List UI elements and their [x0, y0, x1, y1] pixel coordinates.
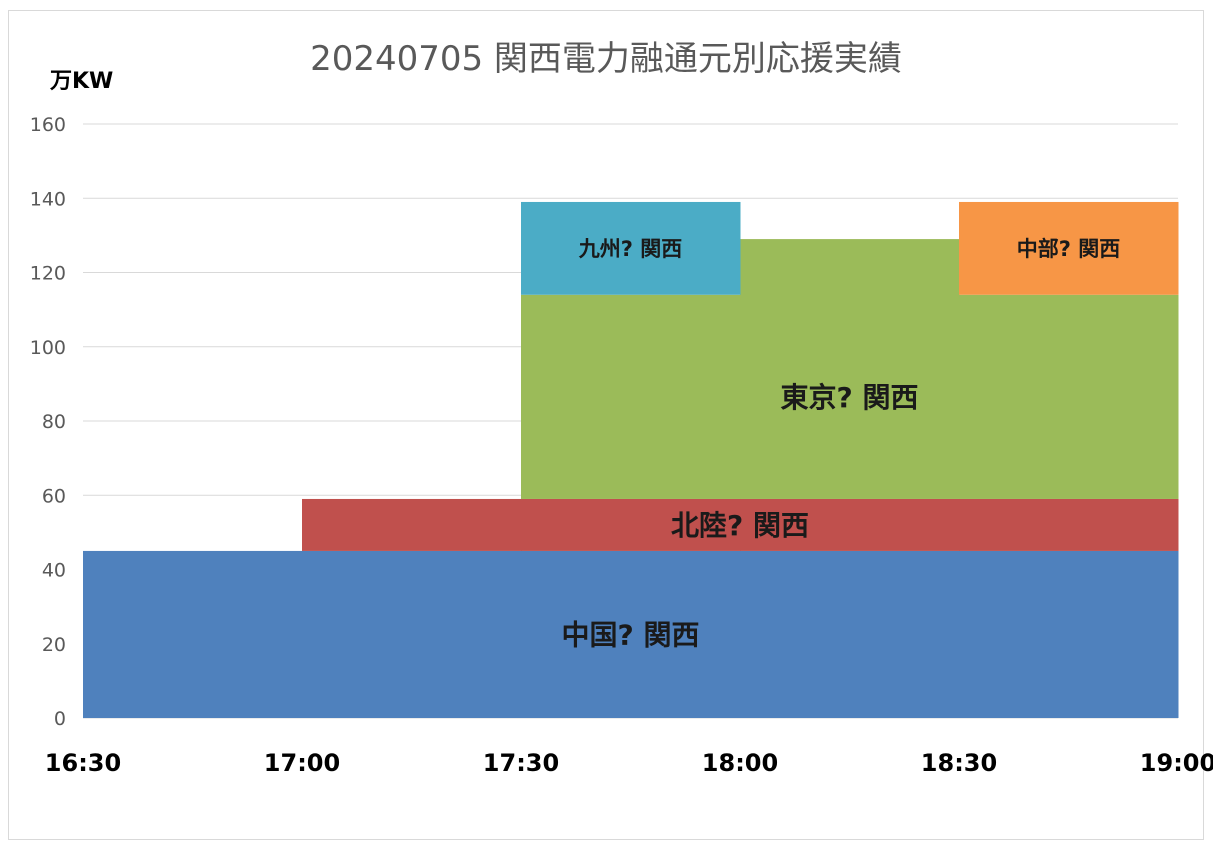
bar-segment	[83, 550, 303, 718]
axis-layer: 0 20 40 60 80 100 120 140 160 16:30 17:00 17:30 18:0…	[30, 114, 1213, 777]
bar-segment	[521, 201, 741, 295]
bar-segment	[521, 550, 741, 718]
y-tick-label: 140	[30, 188, 66, 210]
y-tick-label: 20	[42, 634, 66, 656]
bar-segment	[959, 201, 1179, 295]
bars-layer	[83, 201, 1179, 718]
x-tick-label: 17:00	[264, 749, 340, 777]
y-tick-label: 160	[30, 114, 66, 136]
bar-segment	[302, 498, 522, 551]
bar-segment	[740, 550, 960, 718]
y-tick-label: 40	[42, 560, 66, 582]
x-tick-label: 17:30	[483, 749, 559, 777]
bar-segment	[302, 550, 522, 718]
segment-label: 中部? 関西	[1017, 237, 1121, 261]
segment-label: 北陸? 関西	[671, 509, 809, 542]
chart-title: 20240705 関西電力融通元別応援実績	[310, 39, 902, 79]
x-tick-label: 18:00	[702, 749, 778, 777]
y-tick-label: 80	[42, 411, 66, 433]
y-tick-label: 120	[30, 263, 66, 285]
y-tick-label: 60	[42, 485, 66, 507]
y-tick-label: 0	[54, 708, 66, 730]
bar-segment	[959, 498, 1179, 551]
segment-label: 中国? 関西	[562, 619, 700, 652]
bar-segment	[959, 294, 1179, 499]
segment-label: 東京? 関西	[781, 381, 919, 414]
segment-label: 九州? 関西	[578, 237, 683, 261]
y-axis-unit: 万KW	[49, 69, 113, 94]
x-tick-label: 18:30	[921, 749, 997, 777]
y-tick-label: 100	[30, 337, 66, 359]
bar-segment	[959, 550, 1179, 718]
x-tick-label: 19:00	[1140, 749, 1213, 777]
segment-labels: 中国? 関西 北陸? 関西 東京? 関西 九州? 関西 中部? 関西	[562, 237, 1121, 652]
bar-segment	[740, 239, 960, 499]
bar-segment	[521, 294, 741, 499]
bar-segment	[521, 498, 741, 551]
bar-segment	[740, 498, 960, 551]
x-tick-label: 16:30	[45, 749, 121, 777]
